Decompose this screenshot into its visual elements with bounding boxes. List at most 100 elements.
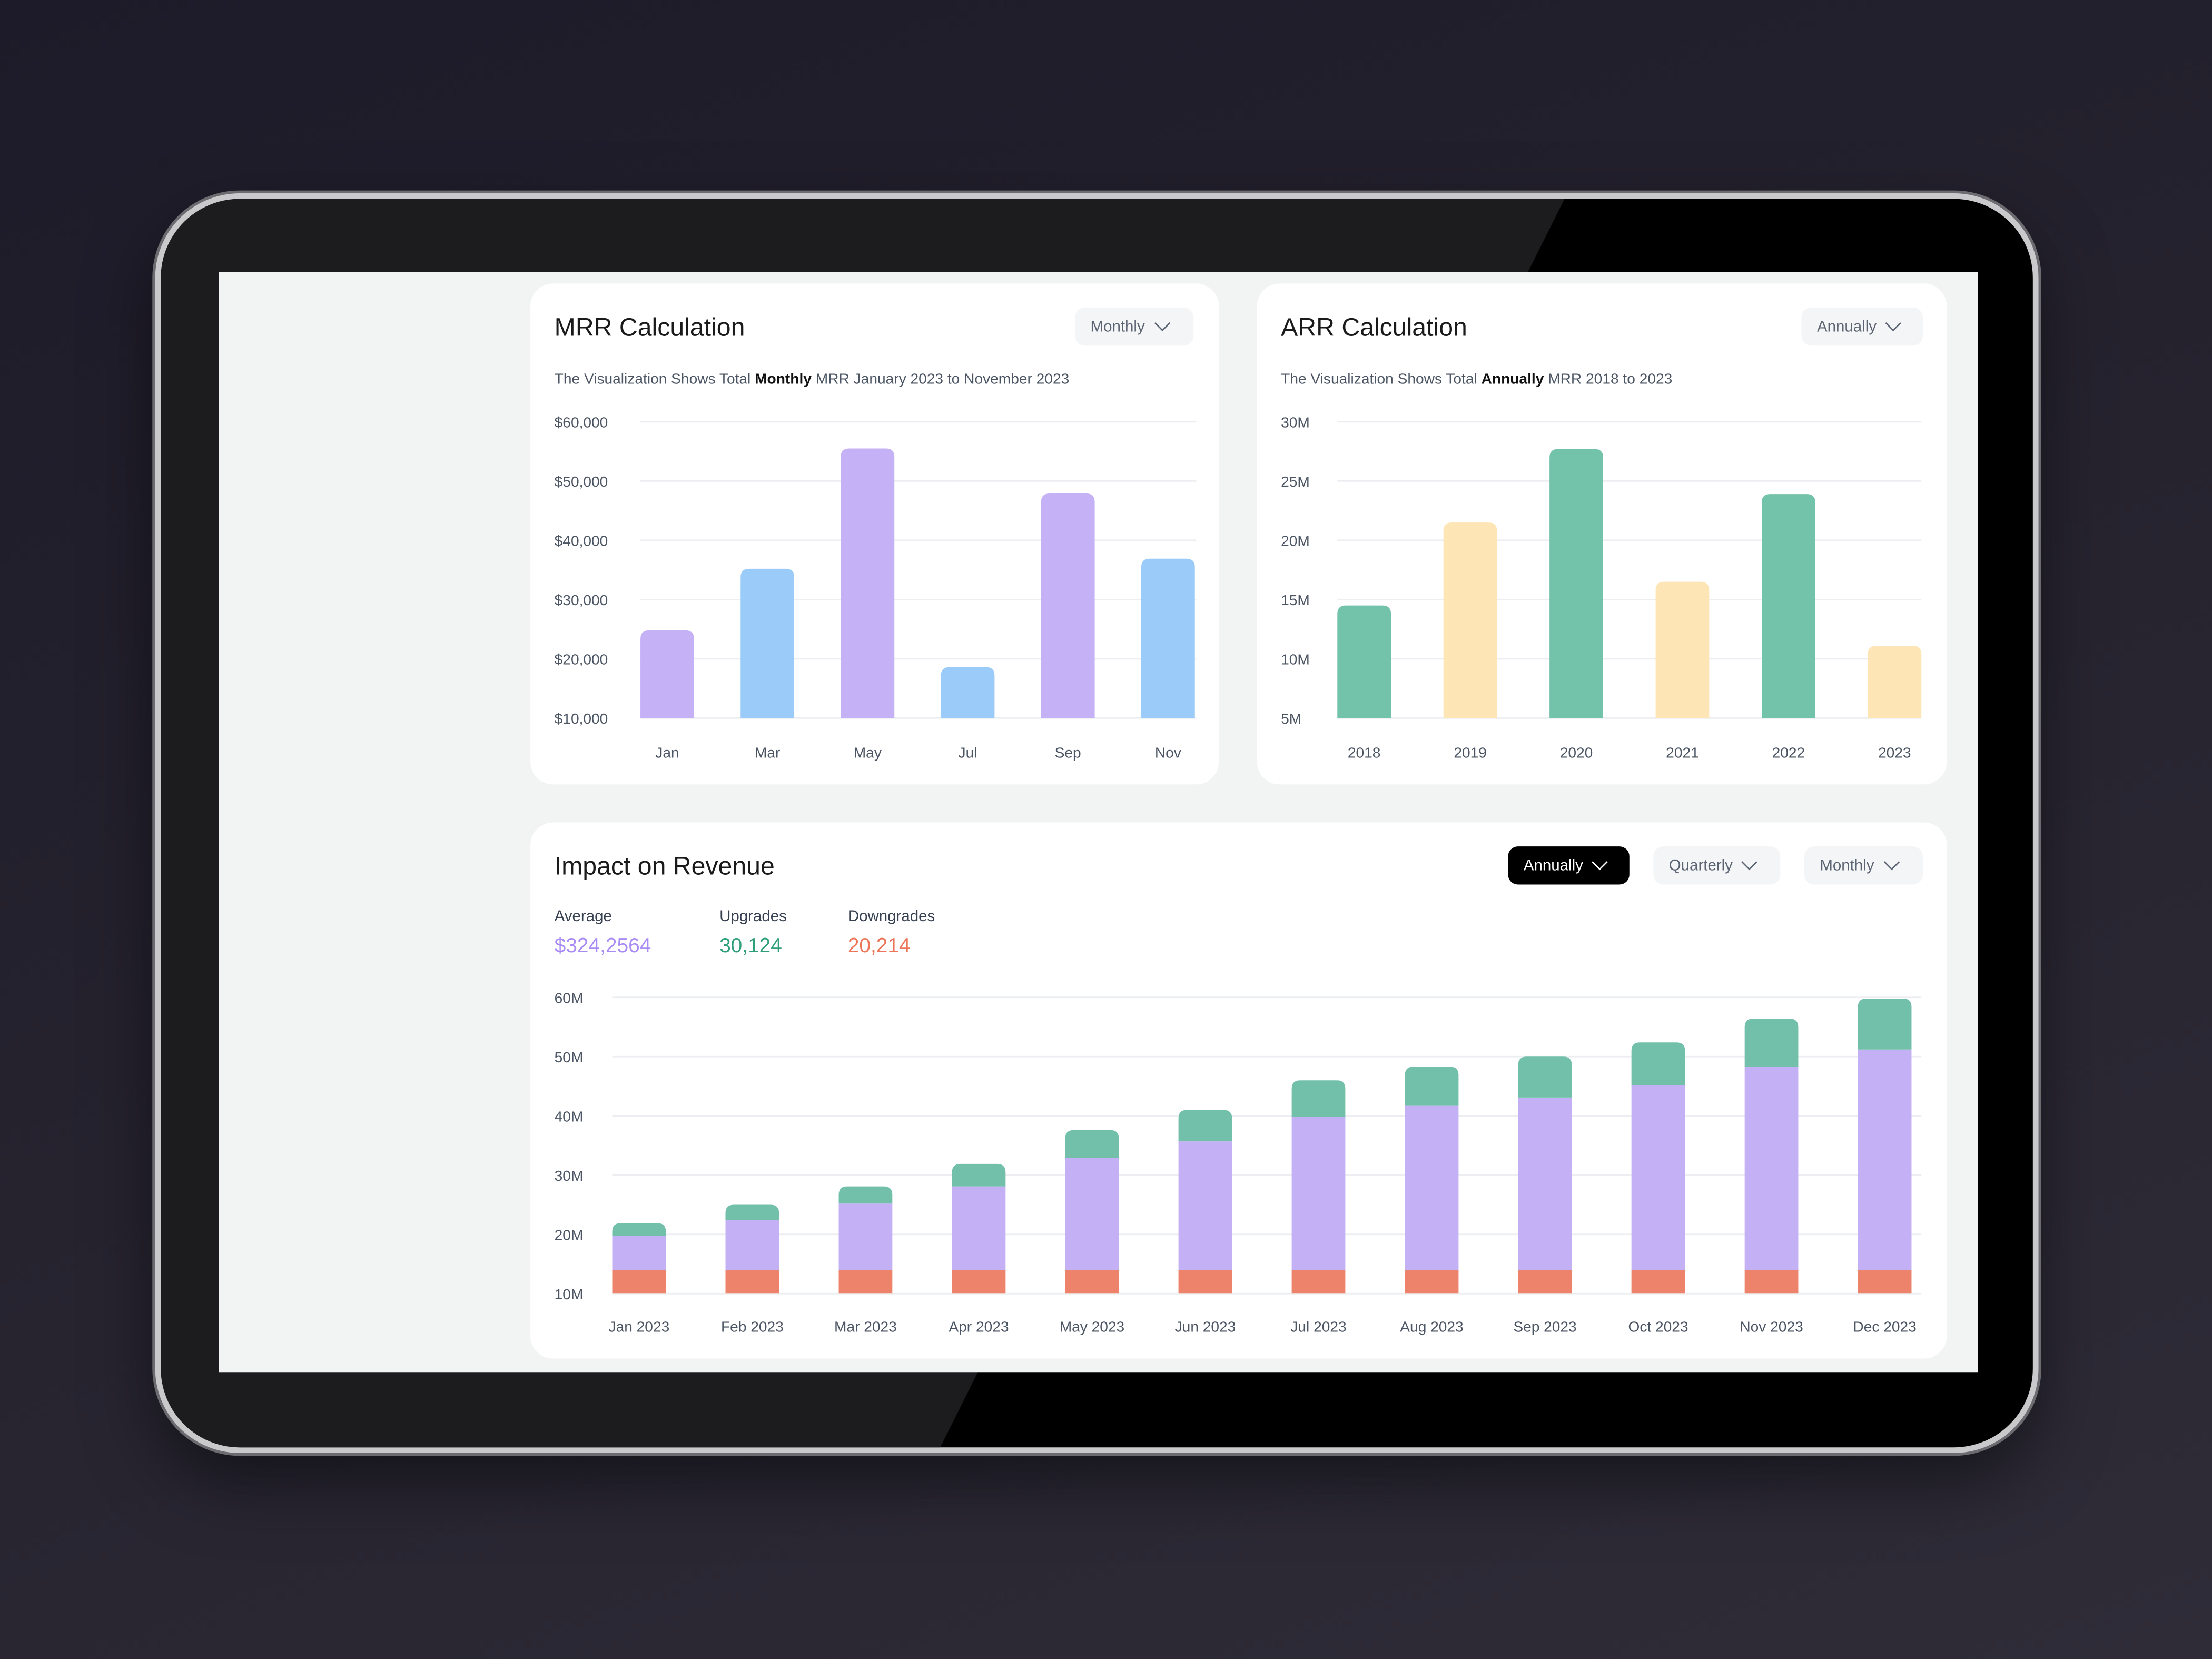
bar: [1761, 494, 1815, 718]
x-tick-label: 2018: [1348, 744, 1381, 761]
bar-segment: [1405, 1105, 1459, 1270]
bar-segment: [1518, 1097, 1572, 1270]
x-tick-label: 2019: [1454, 744, 1487, 761]
bar-segment: [1065, 1130, 1119, 1158]
bar-segment: [952, 1163, 1006, 1187]
x-tick-label: Dec 2023: [1853, 1319, 1916, 1335]
y-tick-label: 50M: [555, 1049, 584, 1065]
mrr-period-dropdown[interactable]: Monthly: [1075, 307, 1194, 346]
y-tick-label: 5M: [1281, 710, 1301, 727]
bar: [1041, 493, 1095, 718]
y-tick-label: 60M: [555, 990, 584, 1006]
y-tick-label: 30M: [1281, 414, 1310, 431]
x-tick-label: Jan 2023: [609, 1319, 670, 1335]
bar-segment: [1405, 1066, 1459, 1106]
bar-segment: [1291, 1117, 1346, 1270]
arr-period-dropdown[interactable]: Annually: [1801, 307, 1923, 346]
x-tick-label: May: [854, 744, 882, 761]
bar-segment: [1744, 1019, 1799, 1067]
stat-downgrades-label: Downgrades: [847, 908, 935, 926]
bar: [740, 568, 795, 718]
mrr-subtitle: The Visualization Shows Total Monthly MR…: [554, 371, 1070, 388]
bar-segment: [1291, 1080, 1346, 1117]
dropdown-label: Monthly: [1090, 318, 1145, 335]
stat-downgrades-value: 20,214: [847, 935, 911, 958]
impact-title: Impact on Revenue: [554, 852, 775, 881]
filter-label: Monthly: [1820, 857, 1874, 874]
y-tick-label: $10,000: [555, 710, 608, 727]
bar-segment: [1744, 1270, 1799, 1294]
x-tick-label: Mar: [755, 744, 780, 761]
bar-segment: [1178, 1270, 1232, 1294]
stat-upgrades-label: Upgrades: [719, 908, 787, 926]
x-tick-label: 2020: [1560, 744, 1593, 761]
stat-average-value: $324,2564: [554, 935, 651, 958]
bar-segment: [1291, 1270, 1346, 1294]
x-tick-label: 2021: [1666, 744, 1699, 761]
bar: [1141, 558, 1195, 718]
bar-segment: [725, 1220, 779, 1270]
x-tick-label: Oct 2023: [1628, 1319, 1688, 1335]
filter-annually[interactable]: Annually: [1508, 846, 1630, 885]
y-tick-label: 25M: [1281, 473, 1310, 490]
bar-segment: [1178, 1110, 1232, 1142]
y-tick-label: $40,000: [555, 533, 608, 549]
bar-segment: [725, 1204, 779, 1220]
bar: [841, 448, 895, 718]
y-tick-label: $30,000: [555, 592, 608, 608]
y-tick-label: 10M: [555, 1286, 584, 1302]
bar: [1337, 605, 1391, 718]
bar-segment: [1631, 1085, 1685, 1270]
y-tick-label: $50,000: [555, 473, 608, 490]
bar-segment: [952, 1186, 1006, 1270]
y-tick-label: 30M: [555, 1168, 584, 1184]
bar-segment: [1065, 1158, 1119, 1270]
filter-monthly[interactable]: Monthly: [1804, 846, 1923, 885]
y-tick-label: 40M: [555, 1108, 584, 1124]
bar: [1655, 581, 1710, 718]
x-tick-label: Jul 2023: [1290, 1319, 1346, 1335]
y-tick-label: 20M: [555, 1227, 584, 1243]
x-tick-label: 2022: [1772, 744, 1805, 761]
y-tick-label: $60,000: [555, 414, 608, 431]
x-tick-label: Jul: [959, 744, 977, 761]
bar-segment: [1744, 1066, 1799, 1270]
y-tick-label: 10M: [1281, 651, 1310, 668]
bar-segment: [1518, 1056, 1572, 1098]
bar-segment: [612, 1223, 666, 1236]
bar-segment: [1631, 1042, 1685, 1085]
x-tick-label: Jan: [655, 744, 679, 761]
mrr-title: MRR Calculation: [554, 313, 745, 342]
bar-segment: [1518, 1270, 1572, 1294]
x-tick-label: Sep 2023: [1513, 1319, 1576, 1335]
filter-label: Annually: [1523, 857, 1583, 874]
x-tick-label: Nov 2023: [1740, 1319, 1803, 1335]
bar: [640, 630, 694, 718]
bar-segment: [1631, 1270, 1685, 1294]
arr-subtitle: The Visualization Shows Total Annually M…: [1281, 371, 1673, 388]
x-tick-label: Sep: [1055, 744, 1081, 761]
bar-segment: [1858, 1049, 1912, 1270]
bar-segment: [1858, 1270, 1912, 1294]
x-tick-label: Aug 2023: [1400, 1319, 1463, 1335]
bar: [1443, 522, 1497, 718]
bar-segment: [612, 1235, 666, 1270]
x-tick-label: Feb 2023: [721, 1319, 784, 1335]
bar-segment: [838, 1203, 893, 1270]
bar-segment: [838, 1186, 893, 1204]
filter-label: Quarterly: [1668, 857, 1733, 874]
x-tick-label: Nov: [1155, 744, 1181, 761]
bar-segment: [1405, 1270, 1459, 1294]
x-tick-label: Mar 2023: [834, 1319, 897, 1335]
bar-segment: [838, 1270, 893, 1294]
x-tick-label: Apr 2023: [949, 1319, 1009, 1335]
bar-segment: [952, 1270, 1006, 1294]
y-tick-label: 20M: [1281, 533, 1310, 549]
stat-upgrades-value: 30,124: [719, 935, 782, 958]
bar-segment: [1065, 1270, 1119, 1294]
y-tick-label: $20,000: [555, 651, 608, 668]
filter-quarterly[interactable]: Quarterly: [1653, 846, 1781, 885]
dropdown-label: Annually: [1816, 318, 1877, 335]
